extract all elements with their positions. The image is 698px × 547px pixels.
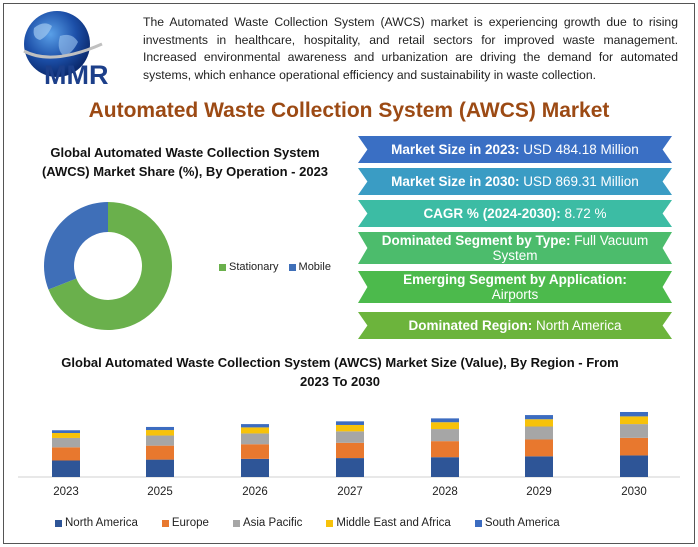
bar-segment-europe-2030 <box>620 437 648 456</box>
bar-segment-asia-pacific-2030 <box>620 424 648 438</box>
donut-slice-stationary <box>48 202 172 330</box>
legend-swatch <box>161 519 169 527</box>
bar-segment-north-america-2028 <box>431 457 459 477</box>
x-tick-label: 2026 <box>242 486 268 498</box>
legend-item-middle-east-and-africa: Middle East and Africa <box>326 517 451 529</box>
legend-label: South America <box>484 517 560 529</box>
banner-dominated-segment-type: Dominated Segment by Type: Full Vacuum S… <box>358 232 672 264</box>
intro-paragraph: The Automated Waste Collection System (A… <box>143 15 678 82</box>
banner-value: USD 484.18 Million <box>523 142 639 157</box>
legend-swatch <box>474 519 482 527</box>
bar-segment-europe-2028 <box>431 441 459 458</box>
banner-label: Dominated Segment by Type: <box>381 233 571 248</box>
banner-label: Market Size in 2030: <box>391 174 520 189</box>
bar-segment-middle-east-and-africa-2029 <box>525 419 553 427</box>
bar-segment-europe-2026 <box>241 444 269 459</box>
bar-segment-south-america-2027 <box>336 421 364 425</box>
x-tick-label: 2028 <box>432 486 458 498</box>
banner-value: Full Vacuum System <box>492 233 649 263</box>
donut-slice-mobile <box>43 202 108 290</box>
bar-segment-europe-2023 <box>52 447 80 461</box>
banner-value: 8.72 % <box>564 206 607 221</box>
bar-segment-middle-east-and-africa-2030 <box>620 416 648 425</box>
bar-segment-south-america-2025 <box>146 426 174 431</box>
bar-segment-asia-pacific-2028 <box>431 429 459 442</box>
banner-cagr: CAGR % (2024-2030): 8.72 % <box>358 200 672 227</box>
bar-segment-north-america-2029 <box>525 456 553 477</box>
bar-segment-asia-pacific-2027 <box>336 431 364 443</box>
mmr-logo: MMR <box>23 11 108 90</box>
legend-swatch <box>326 519 334 527</box>
donut-legend: Stationary Mobile <box>219 261 331 273</box>
legend-label: Asia Pacific <box>242 517 303 529</box>
x-tick-label: 2030 <box>621 486 647 498</box>
legend-item-mobile: Mobile <box>288 261 331 273</box>
banner-market-size-2023: Market Size in 2023: USD 484.18 Million <box>358 136 672 163</box>
banner-label: CAGR % (2024-2030): <box>423 206 561 221</box>
x-tick-label: 2025 <box>147 486 173 498</box>
legend-item-north-america: North America <box>55 517 138 529</box>
legend-item-stationary: Stationary <box>219 261 279 273</box>
bar-segment-middle-east-and-africa-2025 <box>146 430 174 436</box>
legend-item-europe: Europe <box>161 517 209 529</box>
legend-item-asia-pacific: Asia Pacific <box>232 517 303 529</box>
legend-label: Europe <box>171 517 209 529</box>
bar-segment-south-america-2023 <box>52 430 80 433</box>
banner-label: Emerging Segment by Application: <box>403 272 627 287</box>
bar-segment-middle-east-and-africa-2023 <box>52 433 80 438</box>
bar-segment-north-america-2025 <box>146 459 174 477</box>
bar-segment-asia-pacific-2025 <box>146 435 174 446</box>
bar-segment-north-america-2030 <box>620 455 648 477</box>
legend-label: Stationary <box>229 261 279 273</box>
legend-swatch <box>288 263 296 271</box>
bar-segment-asia-pacific-2026 <box>241 433 269 445</box>
legend-swatch <box>232 519 240 527</box>
bar-segment-middle-east-and-africa-2026 <box>241 427 269 434</box>
banner-value: USD 869.31 Million <box>523 174 639 189</box>
banner-label: Market Size in 2023: <box>391 142 520 157</box>
bar-segment-south-america-2028 <box>431 418 459 423</box>
bar-segment-asia-pacific-2023 <box>52 437 80 448</box>
logo-text: MMR <box>44 60 108 90</box>
bar-segment-middle-east-and-africa-2028 <box>431 422 459 430</box>
legend-swatch <box>219 263 226 271</box>
x-tick-label: 2029 <box>526 486 552 498</box>
bar-segment-north-america-2027 <box>336 458 364 477</box>
donut-chart-title: Global Automated Waste Collection System… <box>41 145 329 179</box>
bar-segment-europe-2027 <box>336 442 364 459</box>
legend-label: North America <box>65 517 138 529</box>
legend-label: Mobile <box>298 261 331 273</box>
bar-segment-asia-pacific-2029 <box>525 426 553 440</box>
banner-emerging-segment-application: Emerging Segment by Application: Airports <box>358 271 672 303</box>
bar-segment-middle-east-and-africa-2027 <box>336 424 364 432</box>
banner-market-size-2030: Market Size in 2030: USD 869.31 Million <box>358 168 672 195</box>
banner-value: North America <box>535 318 622 333</box>
bar-segment-south-america-2030 <box>620 411 648 417</box>
bar-segment-south-america-2026 <box>241 424 269 428</box>
bar-legend: North America Europe Asia Pacific Middle Ea… <box>55 517 560 529</box>
stacked-bar-chart: 2023 2025 2026 2027 2028 2029 2030 <box>18 411 680 498</box>
legend-swatch <box>55 519 62 527</box>
main-title: Automated Waste Collection System (AWCS)… <box>88 99 610 122</box>
legend-item-south-america: South America <box>474 517 560 529</box>
legend-label: Middle East and Africa <box>336 517 451 529</box>
x-tick-label: 2027 <box>337 486 363 498</box>
banner-value: Airports <box>491 287 539 302</box>
bar-segment-europe-2025 <box>146 445 174 460</box>
bar-chart-title: Global Automated Waste Collection System… <box>61 355 619 389</box>
bar-segment-north-america-2023 <box>52 460 80 477</box>
banner-label: Dominated Region: <box>408 318 533 333</box>
bar-segment-north-america-2026 <box>241 458 269 477</box>
bar-segment-europe-2029 <box>525 439 553 457</box>
banner-dominated-region: Dominated Region: North America <box>358 312 672 339</box>
bar-segment-south-america-2029 <box>525 415 553 420</box>
x-tick-label: 2023 <box>53 486 79 498</box>
donut-chart <box>43 202 172 330</box>
